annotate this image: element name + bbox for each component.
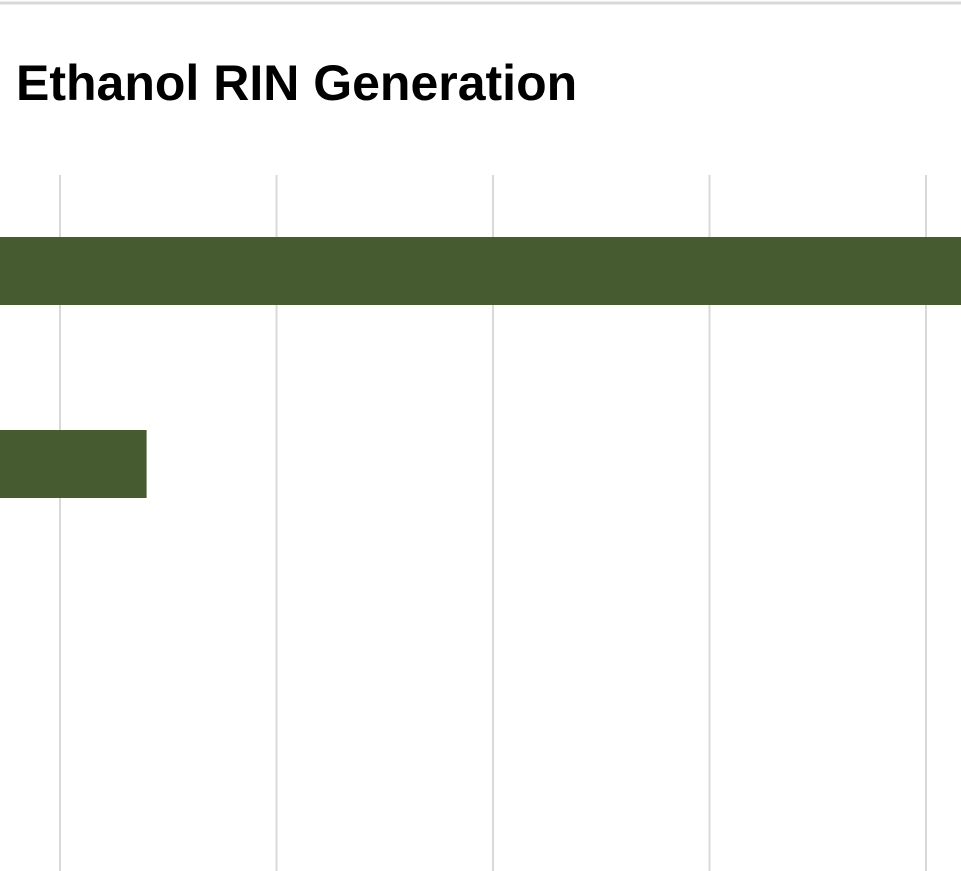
chart-title: Ethanol RIN Generation	[16, 55, 577, 111]
bar	[0, 430, 147, 498]
bar	[0, 237, 961, 305]
